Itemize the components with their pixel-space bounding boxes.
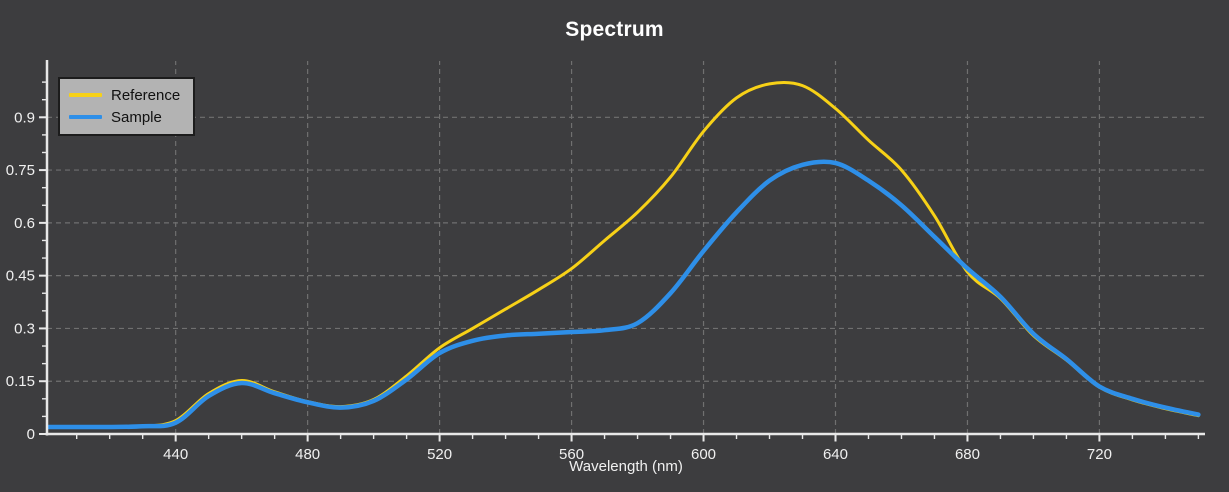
x-tick-label: 600 [691, 446, 716, 463]
y-tick-label: 0.6 [14, 215, 35, 232]
x-tick-label: 520 [427, 446, 452, 463]
chart-title: Spectrum [565, 18, 664, 41]
legend-label-reference: Reference [111, 86, 181, 104]
x-tick-label: 440 [163, 446, 188, 463]
y-tick-label: 0.15 [6, 373, 35, 390]
legend-item-sample[interactable]: Sample [69, 106, 180, 128]
x-tick-label: 560 [559, 446, 584, 463]
legend-item-reference[interactable]: Reference [69, 84, 180, 106]
series-line-reference [47, 80, 1200, 429]
y-tick-label: 0.75 [6, 162, 35, 179]
legend[interactable]: Reference Sample [58, 77, 196, 136]
x-tick-label: 680 [955, 446, 980, 463]
series-line-sample [47, 159, 1201, 430]
sample-line-swatch [69, 114, 102, 120]
x-tick-label: 640 [823, 446, 848, 463]
legend-label-sample: Sample [111, 108, 162, 126]
y-tick-label: 0.3 [14, 320, 35, 337]
y-tick-label: 0.9 [14, 109, 35, 126]
y-tick-label: 0.45 [6, 268, 35, 285]
reference-line-swatch [69, 93, 102, 97]
x-tick-label: 720 [1087, 446, 1112, 463]
x-axis-label: Wavelength (nm) [569, 458, 683, 475]
x-tick-label: 480 [295, 446, 320, 463]
y-tick-label: 0 [27, 426, 35, 443]
